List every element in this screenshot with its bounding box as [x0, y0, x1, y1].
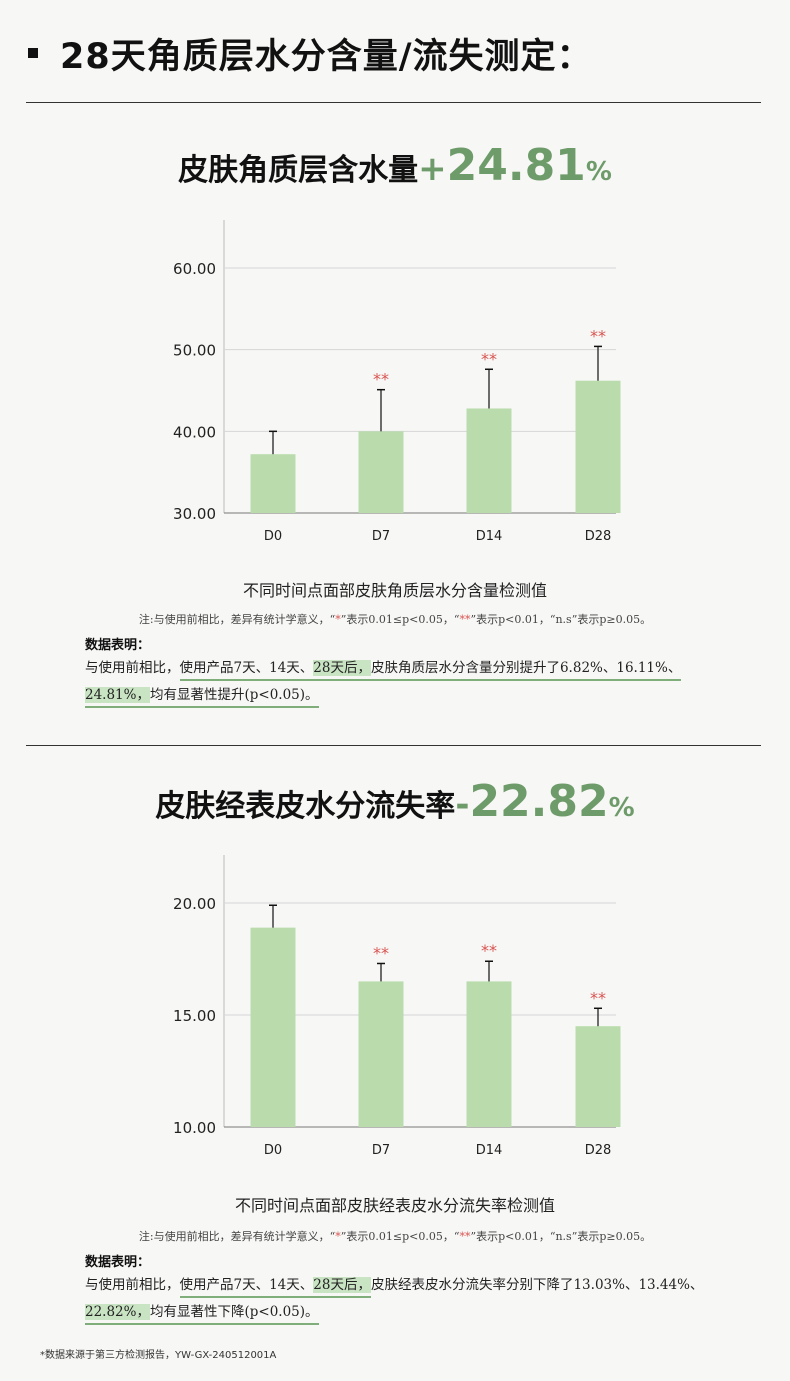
chart-2-bar-d7 [358, 981, 404, 1127]
chart-2-bar-d14 [466, 981, 512, 1127]
chart-1-desc-1a: 与使用前相比， [85, 660, 180, 676]
chart-1-desc-line-2: 24.81%，均有显著性提升(p<0.05)。 [85, 683, 319, 708]
chart-1-note-part-3: ** [459, 613, 471, 626]
chart-2-significance-mark: ** [373, 943, 389, 962]
chart-2-note-part-2: ”表示0.01≤p<0.05，“ [340, 1230, 460, 1243]
chart-2-x-tick-label: D14 [476, 1143, 503, 1158]
chart-2-note: 注:与使用前相比，差异有统计学意义，“*”表示0.01≤p<0.05，“**”表… [0, 1228, 790, 1244]
chart-2-note-part-4: ”表示p<0.01，“n.s”表示p≥0.05。 [470, 1230, 652, 1243]
chart-2-bar-d0 [250, 927, 296, 1127]
chart-1-significance-mark: ** [590, 326, 606, 345]
chart-1-desc-title: 数据表明： [85, 638, 151, 653]
chart-2-note-part-0: 注:与使用前相比，差异有统计学意义，“ [138, 1230, 336, 1243]
chart-1: 30.00 40.00 50.00 60.00 D0 ** D7 ** D14 ** D28 [173, 220, 621, 544]
chart-2-desc-2b: 均有显著性下降(p<0.05)。 [149, 1304, 319, 1320]
chart-1-desc-underline: 使用产品7天、14天、28天后，皮肤角质层水分含量分别提升了6.82%、16.1… [179, 660, 682, 681]
chart-1-desc-2b: 均有显著性提升(p<0.05)。 [149, 687, 319, 703]
chart-1-desc-underline-2: 24.81%，均有显著性提升(p<0.05)。 [85, 687, 319, 708]
chart-2-note-part-1: * [335, 1230, 341, 1243]
bullet-icon [28, 48, 38, 58]
chart-1-bar-d28 [575, 380, 621, 513]
chart-2-significance-mark: ** [481, 941, 497, 960]
chart-1-note-part-1: * [335, 613, 341, 626]
chart-2-desc-title: 数据表明： [85, 1255, 151, 1270]
chart-1-x-tick-label: D7 [372, 529, 390, 544]
chart-1-y-tick-label: 40.00 [173, 423, 216, 441]
chart-2-heading-sign: - [455, 785, 470, 825]
chart-2-desc-1a: 与使用前相比， [85, 1277, 180, 1293]
chart-1-significance-mark: ** [373, 370, 389, 389]
chart-2-heading-unit: % [608, 793, 635, 823]
chart-2-significance-mark: ** [590, 988, 606, 1007]
chart-2-desc-underline: 使用产品7天、14天、28天后， [179, 1277, 371, 1298]
chart-1-heading: 皮肤角质层含水量+24.81% [0, 140, 790, 191]
chart-1-x-tick-label: D14 [476, 529, 503, 544]
chart-1-note-part-2: ”表示0.01≤p<0.05，“ [340, 613, 460, 626]
chart-1-desc-1b: 使用产品7天、14天、 [179, 660, 314, 676]
chart-2-note-part-3: ** [459, 1230, 471, 1243]
chart-1-desc-1d: 皮肤角质层水分含量分别提升了6.82%、16.11%、 [370, 660, 682, 676]
chart-1-desc-line-1: 与使用前相比，使用产品7天、14天、28天后，皮肤角质层水分含量分别提升了6.8… [85, 656, 682, 681]
chart-1-note: 注:与使用前相比，差异有统计学意义，“*”表示0.01≤p<0.05，“**”表… [0, 611, 790, 627]
chart-1-heading-sign: + [418, 149, 447, 189]
chart-2-x-tick-label: D7 [372, 1143, 390, 1158]
chart-1-bar-d7 [358, 431, 404, 513]
chart-1-caption: 不同时间点面部皮肤角质层水分含量检测值 [242, 581, 547, 600]
chart-1-y-tick-label: 60.00 [173, 260, 216, 278]
chart-1-heading-value: 24.81 [446, 140, 586, 191]
chart-2-heading-label: 皮肤经表皮水分流失率 [155, 789, 456, 824]
chart-2-heading-value: 22.82 [469, 776, 609, 827]
chart-2-x-tick-label: D0 [264, 1143, 282, 1158]
chart-2-y-tick-label: 20.00 [173, 895, 216, 913]
chart-1-note-part-4: ”表示p<0.01，“n.s”表示p≥0.05。 [470, 613, 652, 626]
chart-2-y-tick-label: 10.00 [173, 1119, 216, 1137]
chart-1-y-tick-label: 30.00 [173, 505, 216, 523]
section-title: 28天角质层水分含量/流失测定： [28, 28, 593, 78]
chart-1-heading-unit: % [585, 157, 612, 187]
section-title-text: 28天角质层水分含量/流失测定： [60, 36, 593, 77]
chart-2-desc-2a: 22.82%， [85, 1304, 150, 1320]
chart-2-desc-line-2: 22.82%，均有显著性下降(p<0.05)。 [85, 1300, 319, 1325]
divider [26, 102, 761, 103]
chart-2-caption: 不同时间点面部皮肤经表皮水分流失率检测值 [234, 1196, 555, 1215]
chart-2-desc-underline-2: 22.82%，均有显著性下降(p<0.05)。 [85, 1304, 319, 1325]
chart-1-heading-label: 皮肤角质层含水量 [178, 153, 419, 188]
chart-2: 10.00 15.00 20.00 D0 ** D7 ** D14 ** D28 [173, 855, 621, 1158]
chart-1-x-tick-label: D0 [264, 529, 282, 544]
footnote: *数据来源于第三方检测报告，YW-GX-240512001A [40, 1350, 277, 1361]
chart-1-bar-d0 [250, 454, 296, 513]
chart-1-x-tick-label: D28 [585, 529, 612, 544]
chart-2-desc-1b: 使用产品7天、14天、 [179, 1277, 314, 1293]
chart-2-desc-1d: 皮肤经表皮水分流失率分别下降了13.03%、13.44%、 [370, 1277, 704, 1293]
chart-1-desc-1c: 28天后， [313, 660, 371, 676]
chart-2-bar-d28 [575, 1026, 621, 1127]
chart-1-desc-2a: 24.81%， [85, 687, 150, 703]
chart-2-desc-1c: 28天后， [313, 1277, 371, 1293]
chart-2-heading: 皮肤经表皮水分流失率-22.82% [0, 776, 790, 827]
chart-1-bar-d14 [466, 408, 512, 513]
chart-1-y-tick-label: 50.00 [173, 342, 216, 360]
chart-2-x-tick-label: D28 [585, 1143, 612, 1158]
divider [26, 745, 761, 746]
chart-1-note-part-0: 注:与使用前相比，差异有统计学意义，“ [138, 613, 336, 626]
chart-2-y-tick-label: 15.00 [173, 1007, 216, 1025]
chart-1-significance-mark: ** [481, 349, 497, 368]
chart-2-desc-line-1: 与使用前相比，使用产品7天、14天、28天后，皮肤经表皮水分流失率分别下降了13… [85, 1273, 704, 1298]
